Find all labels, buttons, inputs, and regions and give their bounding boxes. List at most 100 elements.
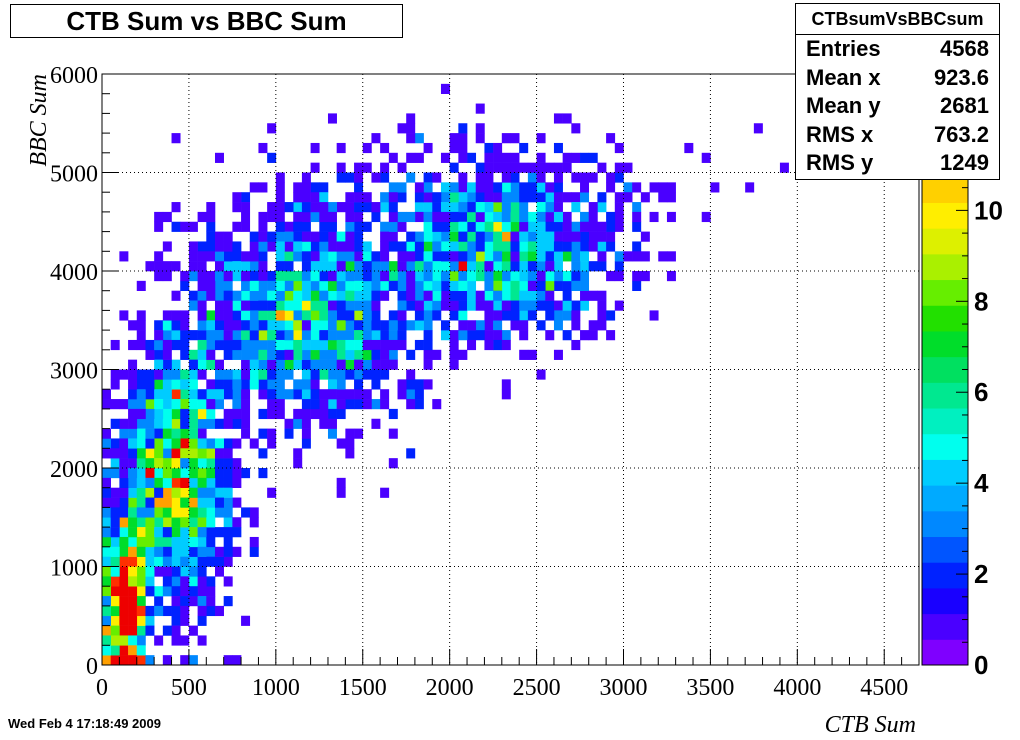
heatmap-cell bbox=[467, 300, 477, 311]
heatmap-cell bbox=[467, 339, 477, 351]
heatmap-cell bbox=[319, 418, 329, 429]
heatmap-cell bbox=[206, 596, 216, 607]
heatmap-cell bbox=[397, 192, 407, 203]
heatmap-cell bbox=[301, 182, 311, 193]
heatmap-cell bbox=[588, 202, 598, 213]
heatmap-cell bbox=[136, 438, 146, 449]
heatmap-cell bbox=[197, 468, 207, 479]
heatmap-cell bbox=[249, 339, 259, 351]
heatmap-cell bbox=[484, 300, 494, 311]
heatmap-cell bbox=[562, 162, 572, 173]
heatmap-cell bbox=[180, 576, 190, 587]
heatmap-cell bbox=[241, 330, 251, 341]
heatmap-cell bbox=[171, 389, 181, 400]
heatmap-cell bbox=[545, 192, 555, 203]
heatmap-cell bbox=[275, 300, 285, 311]
heatmap-cell bbox=[327, 330, 337, 341]
heatmap-cell bbox=[180, 310, 190, 321]
heatmap-cell bbox=[597, 162, 607, 173]
heatmap-cell bbox=[102, 546, 111, 557]
heatmap-cell bbox=[301, 310, 311, 321]
timestamp: Wed Feb 4 17:18:49 2009 bbox=[8, 716, 161, 731]
stats-label: RMS y bbox=[806, 150, 874, 176]
heatmap-cell bbox=[510, 202, 520, 213]
heatmap-cell bbox=[145, 477, 155, 488]
heatmap-cell bbox=[232, 330, 242, 341]
heatmap-cell bbox=[128, 428, 138, 439]
heatmap-cell bbox=[188, 536, 198, 548]
heatmap-cell bbox=[154, 448, 164, 459]
heatmap-cell bbox=[258, 261, 268, 272]
heatmap-cell bbox=[536, 261, 546, 272]
heatmap-cell bbox=[110, 399, 120, 410]
heatmap-cell bbox=[267, 241, 277, 252]
heatmap-cell bbox=[354, 271, 364, 282]
heatmap-cell bbox=[458, 241, 468, 252]
heatmap-cell bbox=[301, 241, 311, 252]
heatmap-cell bbox=[110, 645, 120, 656]
heatmap-cell bbox=[171, 261, 181, 272]
heatmap-cell bbox=[197, 438, 207, 449]
heatmap-cell bbox=[223, 349, 233, 360]
heatmap-cell bbox=[380, 349, 390, 360]
heatmap-cell bbox=[432, 202, 442, 213]
heatmap-cell bbox=[102, 448, 111, 459]
heatmap-cell bbox=[327, 379, 337, 390]
heatmap-cell bbox=[484, 142, 494, 154]
heatmap-cell bbox=[440, 211, 450, 223]
heatmap-cell bbox=[188, 241, 198, 252]
heatmap-cell bbox=[501, 133, 511, 144]
heatmap-cell bbox=[423, 310, 433, 321]
heatmap-cell bbox=[162, 349, 172, 360]
heatmap-cell bbox=[501, 300, 511, 311]
heatmap-cell bbox=[432, 310, 442, 321]
heatmap-cell bbox=[258, 271, 268, 282]
heatmap-cell bbox=[154, 428, 164, 439]
heatmap-cell bbox=[536, 211, 546, 223]
heatmap-cell bbox=[171, 615, 181, 626]
heatmap-cell bbox=[284, 261, 294, 272]
heatmap-cell bbox=[119, 477, 129, 488]
heatmap-cell bbox=[562, 330, 572, 341]
heatmap-cell bbox=[119, 635, 129, 646]
heatmap-cell bbox=[214, 438, 224, 449]
heatmap-cell bbox=[249, 182, 259, 193]
heatmap-cell bbox=[545, 221, 555, 232]
heatmap-cell bbox=[180, 487, 190, 498]
heatmap-cell bbox=[493, 280, 503, 291]
heatmap-cell bbox=[293, 379, 303, 390]
heatmap-cell bbox=[701, 152, 711, 163]
heatmap-cell bbox=[467, 152, 477, 163]
heatmap-cell bbox=[327, 389, 337, 400]
heatmap-cell bbox=[484, 192, 494, 203]
heatmap-cell bbox=[258, 408, 268, 420]
heatmap-cell bbox=[475, 330, 485, 341]
grid-lines bbox=[102, 74, 919, 665]
heatmap-cell bbox=[571, 320, 581, 331]
heatmap-cell bbox=[519, 202, 529, 213]
palette-band bbox=[922, 408, 968, 435]
y-tick-label: 6000 bbox=[50, 63, 98, 89]
heatmap-cell bbox=[519, 330, 529, 341]
heatmap-cell bbox=[536, 182, 546, 193]
heatmap-cell bbox=[588, 211, 598, 223]
z-tick-label: 0 bbox=[974, 650, 988, 680]
heatmap-cell bbox=[171, 339, 181, 351]
heatmap-cell bbox=[206, 280, 216, 291]
heatmap-cell bbox=[301, 418, 311, 429]
heatmap-cell bbox=[327, 261, 337, 272]
heatmap-cell bbox=[484, 290, 494, 301]
heatmap-cell bbox=[380, 162, 390, 173]
palette-band bbox=[922, 639, 968, 666]
heatmap-cell bbox=[162, 320, 172, 331]
heatmap-cell bbox=[614, 162, 624, 173]
heatmap-cell bbox=[232, 379, 242, 390]
heatmap-cell bbox=[119, 527, 129, 538]
heatmap-cell bbox=[501, 261, 511, 272]
heatmap-cell bbox=[249, 546, 259, 557]
heatmap-cell bbox=[154, 339, 164, 351]
heatmap-cell bbox=[197, 261, 207, 272]
heatmap-cell bbox=[310, 261, 320, 272]
heatmap-cell bbox=[475, 221, 485, 232]
heatmap-cell bbox=[197, 320, 207, 331]
